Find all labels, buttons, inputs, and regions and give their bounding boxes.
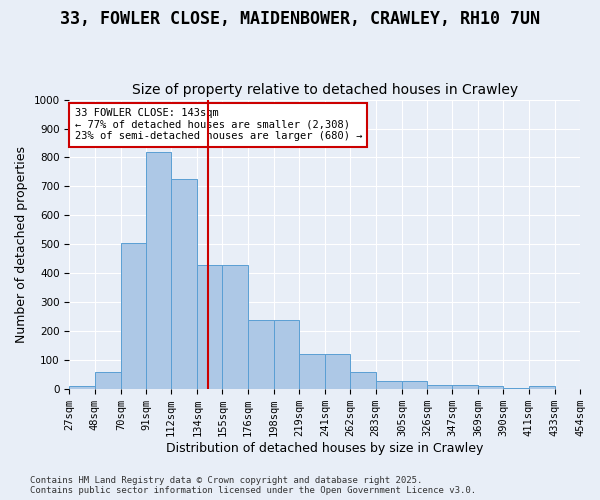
Bar [503,388,529,389]
Bar [452,385,478,389]
Bar [376,380,402,389]
Bar [121,243,146,389]
Bar [95,372,121,389]
Bar [274,320,299,389]
Text: 33, FOWLER CLOSE, MAIDENBOWER, CRAWLEY, RH10 7UN: 33, FOWLER CLOSE, MAIDENBOWER, CRAWLEY, … [60,10,540,28]
Text: Contains HM Land Registry data © Crown copyright and database right 2025.
Contai: Contains HM Land Registry data © Crown c… [30,476,476,495]
Bar [478,386,503,389]
Bar [248,320,274,389]
Bar [299,354,325,389]
Bar [146,152,171,389]
Text: 33 FOWLER CLOSE: 143sqm
← 77% of detached houses are smaller (2,308)
23% of semi: 33 FOWLER CLOSE: 143sqm ← 77% of detache… [74,108,362,142]
Title: Size of property relative to detached houses in Crawley: Size of property relative to detached ho… [131,83,518,97]
Bar [70,386,95,389]
Bar [197,264,223,389]
Bar [427,385,452,389]
Bar [350,372,376,389]
Bar [402,380,427,389]
Y-axis label: Number of detached properties: Number of detached properties [15,146,28,343]
Bar [325,354,350,389]
Bar [171,179,197,389]
X-axis label: Distribution of detached houses by size in Crawley: Distribution of detached houses by size … [166,442,484,455]
Bar [529,386,555,389]
Bar [223,264,248,389]
